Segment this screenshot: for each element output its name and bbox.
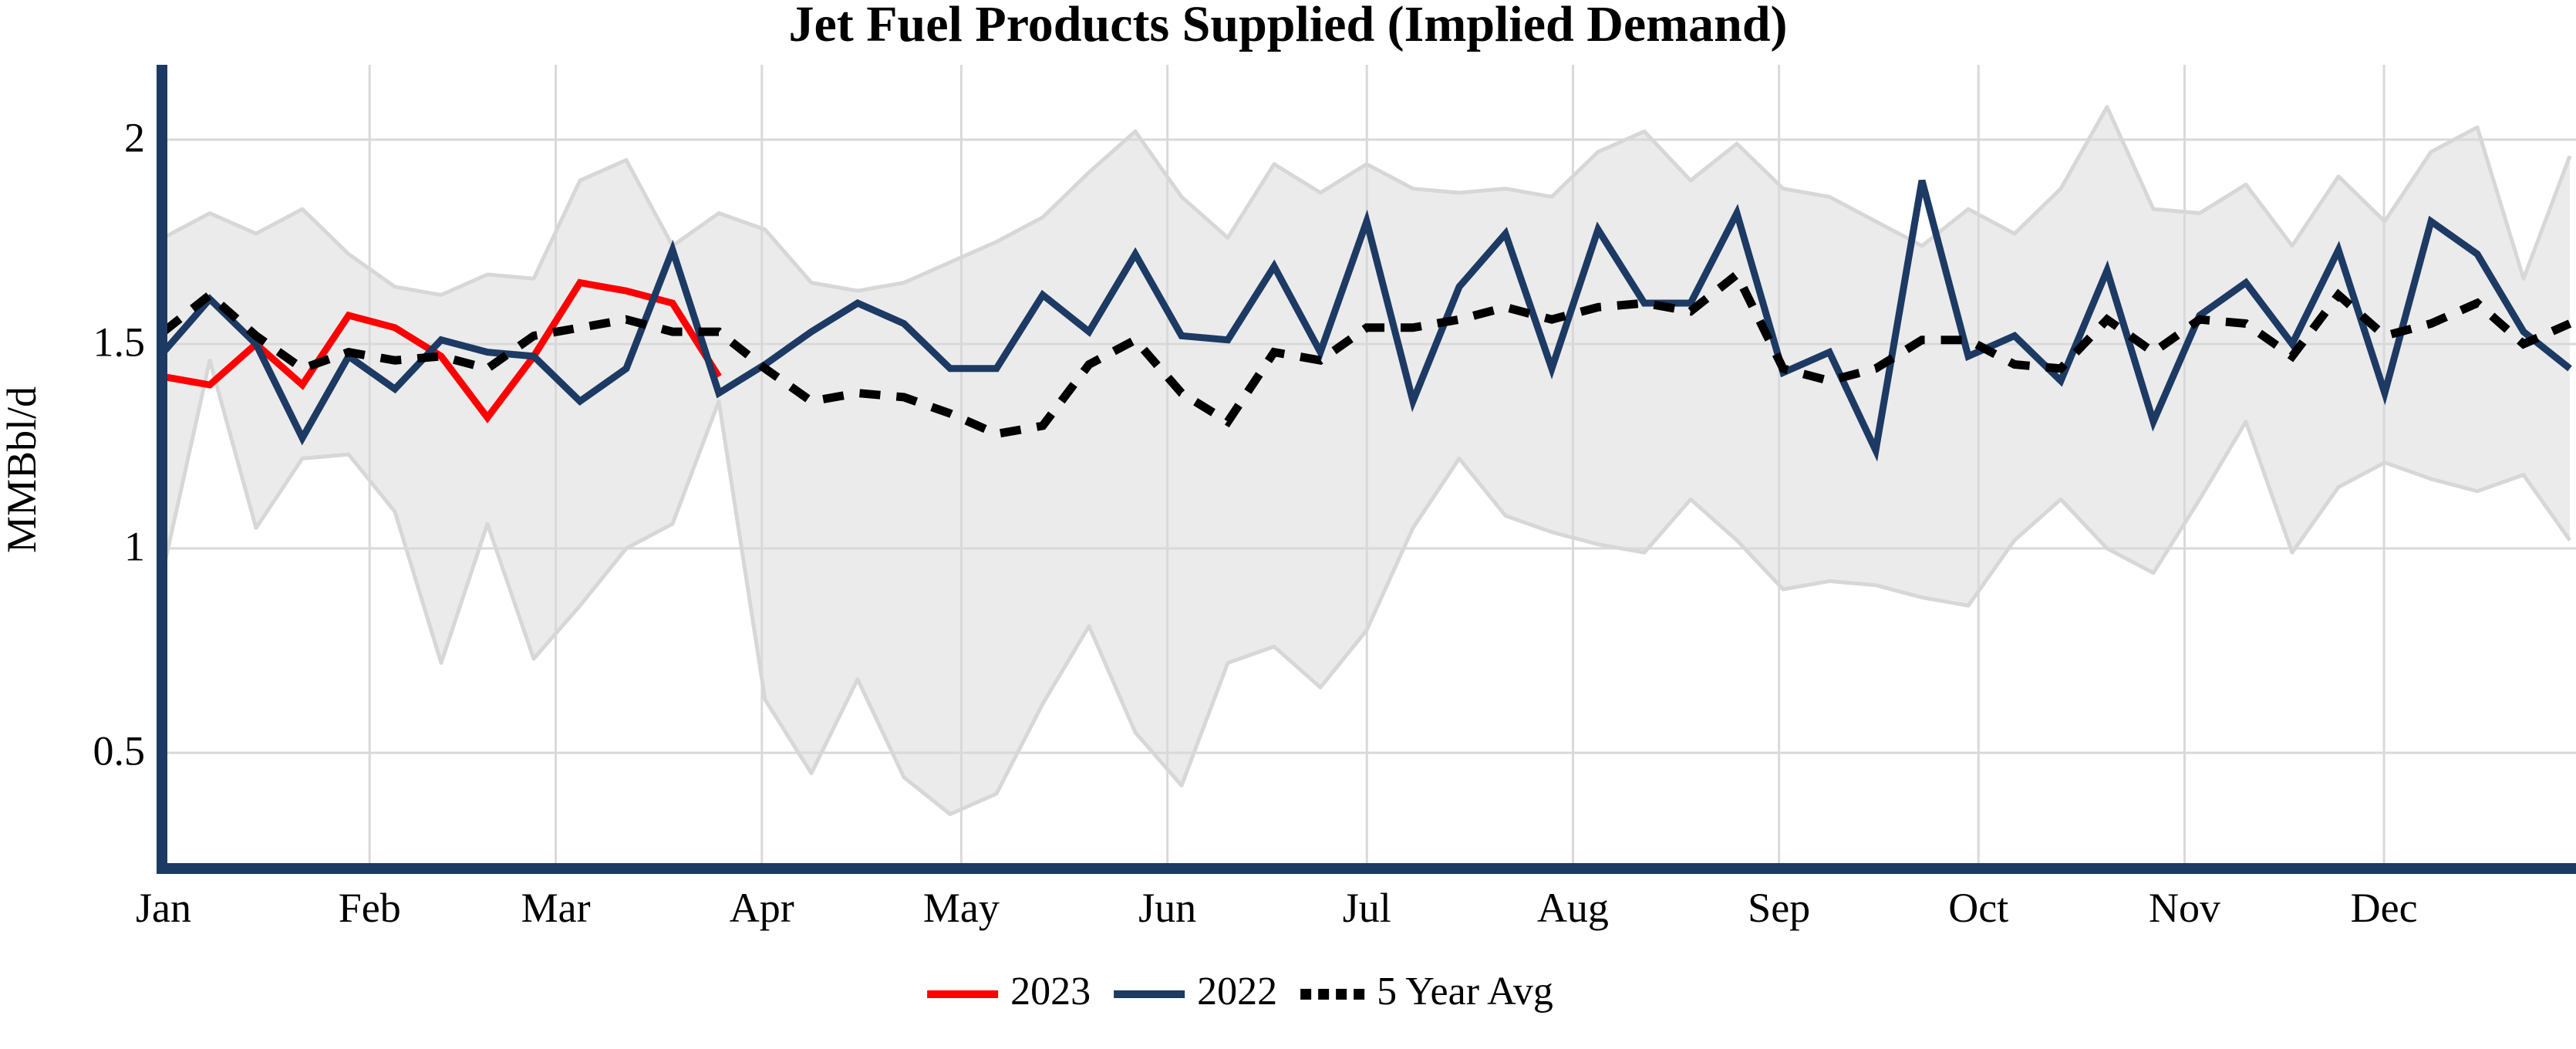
y-tick-label-1: 1 — [124, 523, 145, 570]
x-tick-label-Jul: Jul — [1342, 885, 1391, 931]
legend-dotted-sample-icon — [1300, 988, 1365, 1000]
x-tick-label-Apr: Apr — [729, 885, 794, 931]
band-bottom-edge — [161, 358, 2572, 816]
x-tick-label-Oct: Oct — [1948, 885, 2009, 931]
y-tick-label-1.5: 1.5 — [93, 319, 146, 366]
x-tick-label-Dec: Dec — [2350, 885, 2418, 931]
y-axis-bar — [157, 65, 167, 874]
legend-label-2023: 2023 — [1010, 970, 1091, 1014]
legend-label-5yr-avg: 5 Year Avg — [1377, 970, 1553, 1014]
legend-label-2022: 2022 — [1197, 970, 1278, 1014]
y-tick-label-0.5: 0.5 — [93, 727, 146, 774]
x-tick-label-May: May — [922, 885, 1000, 931]
legend: 2023 2022 5 Year Avg — [927, 969, 1553, 1014]
y-tick-label-2: 2 — [124, 114, 145, 161]
x-tick-label-Feb: Feb — [338, 885, 401, 931]
x-tick-label-Sep: Sep — [1748, 885, 1811, 931]
legend-item-5yr-avg: 5 Year Avg — [1300, 969, 1553, 1014]
legend-line-sample-2022 — [1114, 990, 1185, 998]
series-line-2022 — [160, 179, 2572, 462]
x-tick-label-Jan: Jan — [136, 885, 191, 931]
band-top-edge — [162, 105, 2572, 297]
x-tick-label-Mar: Mar — [521, 885, 591, 931]
legend-item-2023: 2023 — [927, 969, 1091, 1014]
legend-item-2022: 2022 — [1114, 969, 1277, 1014]
legend-line-sample-2023 — [927, 990, 999, 998]
chart-title: Jet Fuel Products Supplied (Implied Dema… — [788, 0, 1788, 52]
x-tick-label-Aug: Aug — [1536, 885, 1609, 931]
x-axis-bar — [157, 863, 2576, 874]
x-tick-label-Nov: Nov — [2148, 885, 2220, 931]
x-tick-label-Jun: Jun — [1138, 885, 1197, 931]
series-line-5-year-avg — [160, 268, 2572, 439]
